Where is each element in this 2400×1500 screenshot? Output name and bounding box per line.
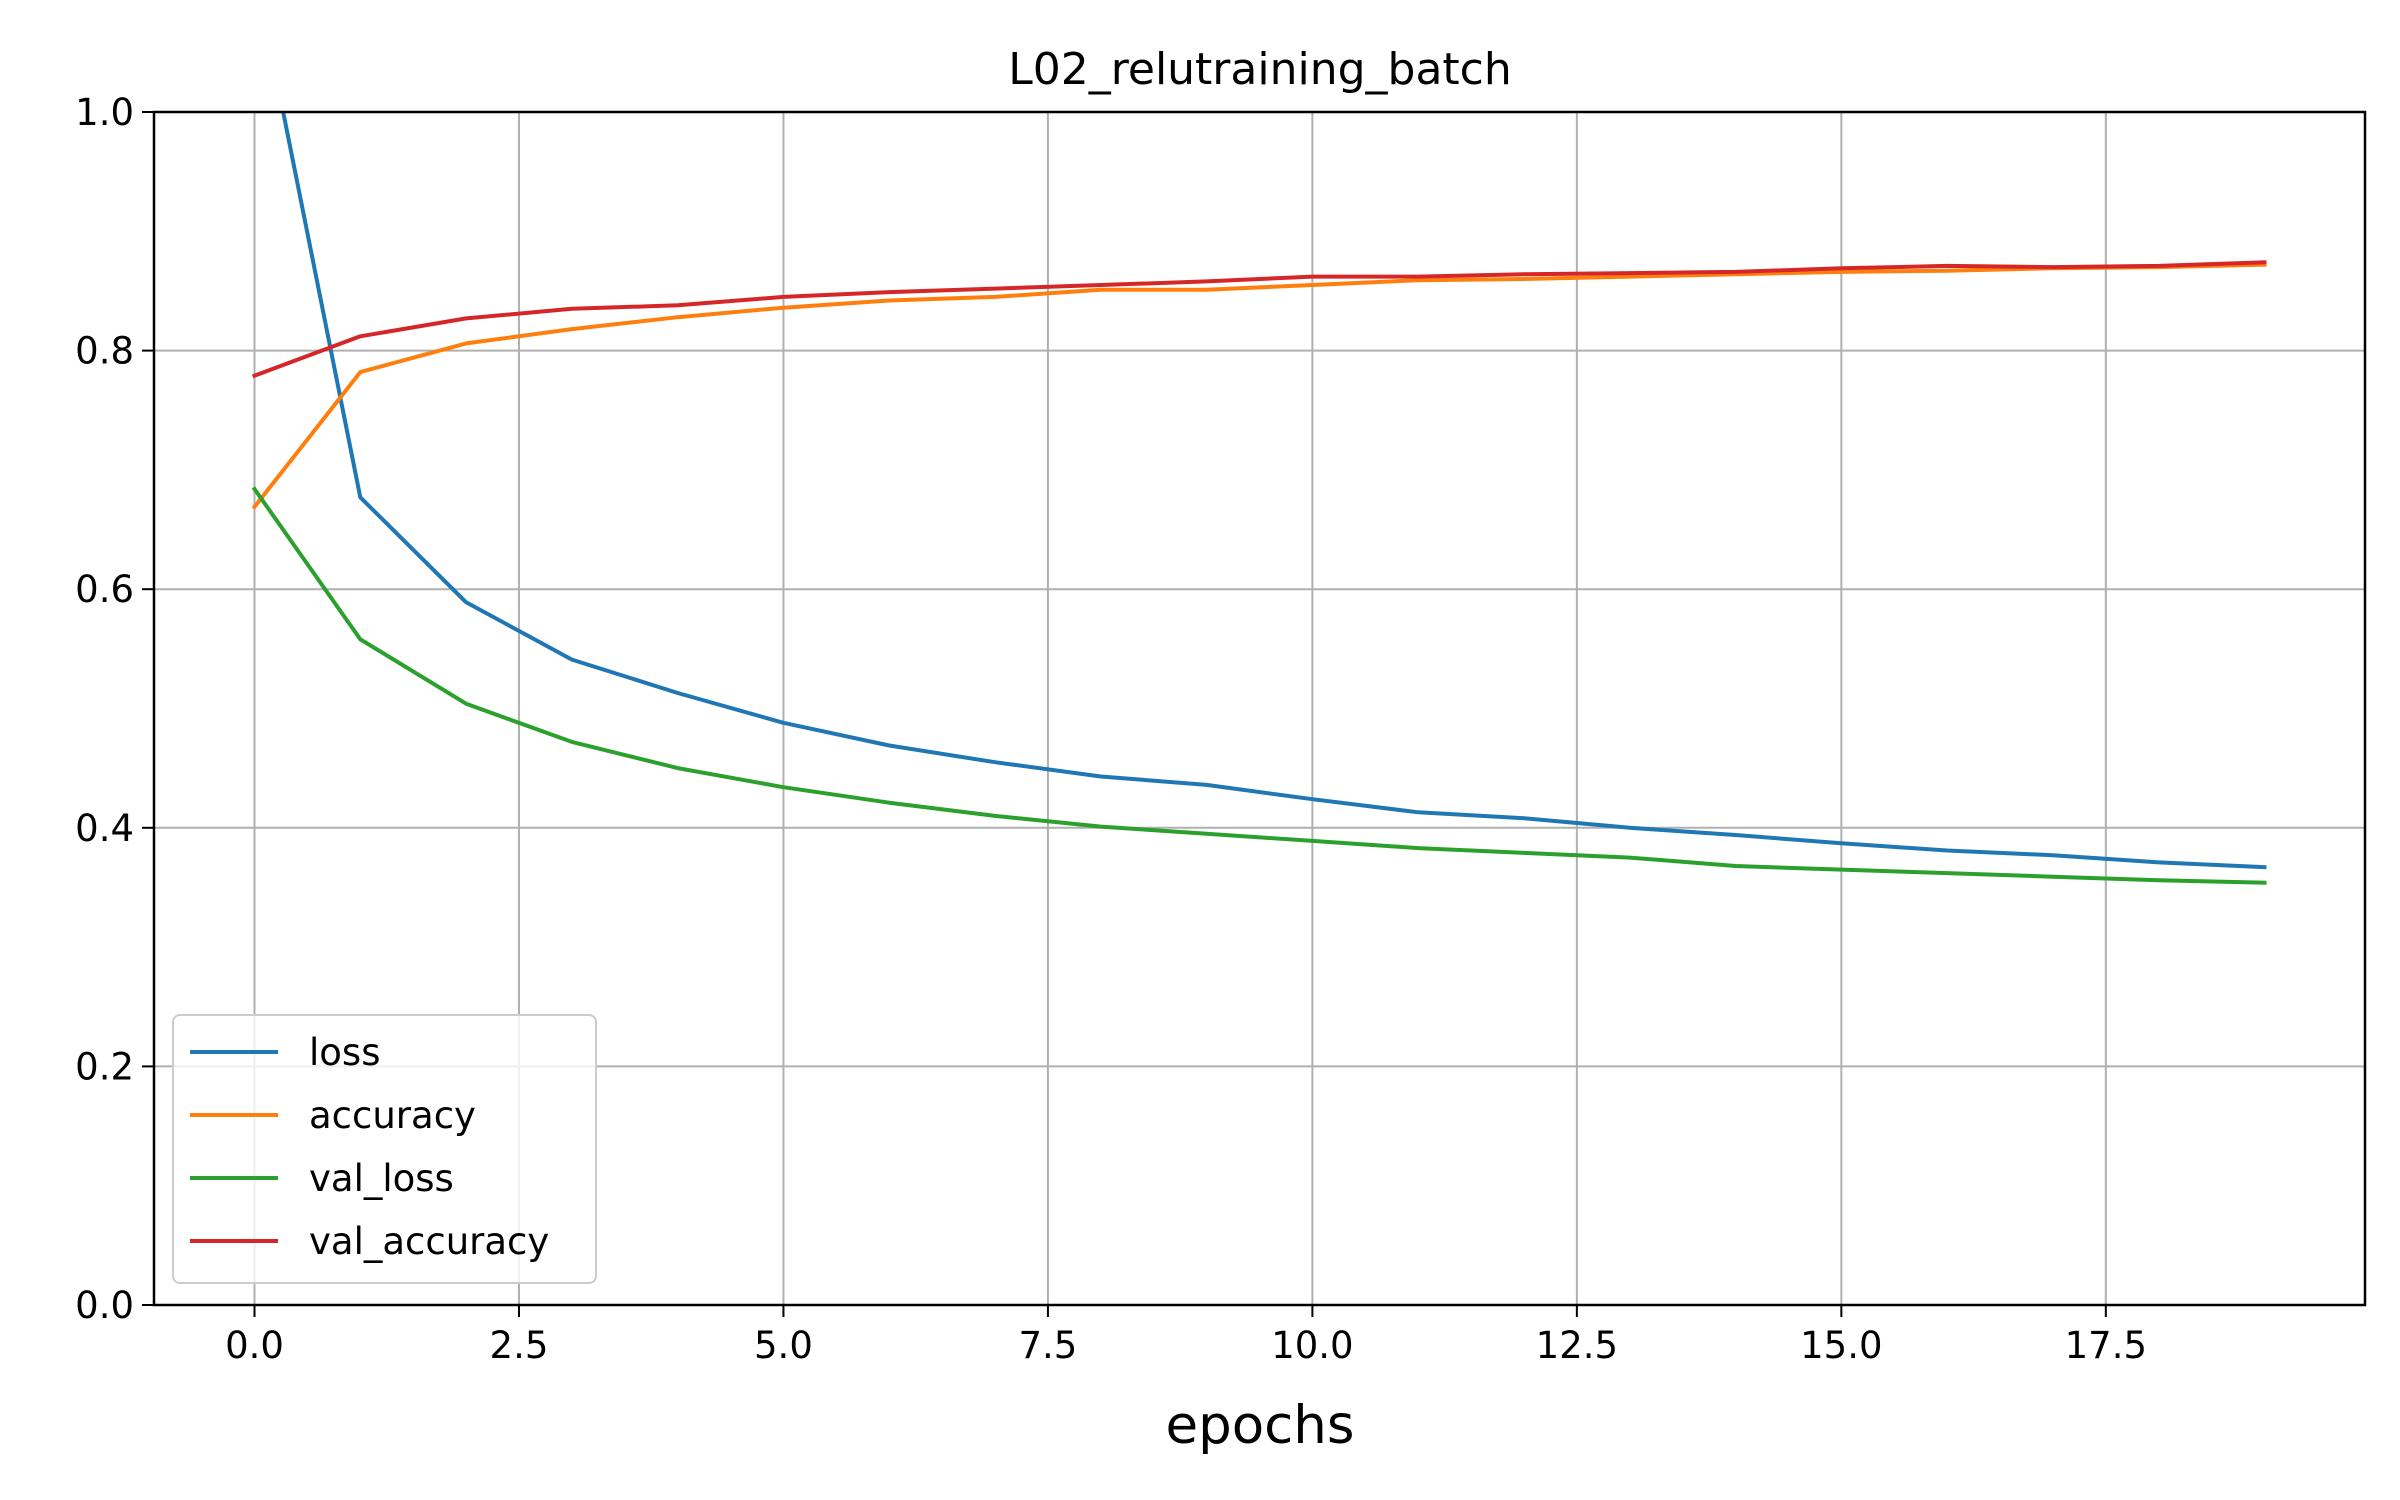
series-line-val-accuracy	[251, 260, 2267, 379]
series-line-loss	[281, 112, 2267, 870]
x-tick-label: 7.5	[1018, 1324, 1077, 1367]
x-tick-label: 2.5	[490, 1324, 549, 1367]
series-lines	[251, 112, 2267, 885]
y-tick-label: 1.0	[75, 91, 134, 134]
legend-label-accuracy: accuracy	[309, 1094, 476, 1137]
legend: loss accuracy val_loss val_accuracy	[172, 1014, 597, 1284]
y-tick-label: 0.2	[75, 1045, 134, 1088]
legend-label-val-accuracy: val_accuracy	[309, 1220, 549, 1263]
legend-label-loss: loss	[309, 1031, 380, 1074]
x-tick-label: 5.0	[754, 1324, 813, 1367]
series-line-accuracy	[251, 262, 2267, 510]
x-axis-label: epochs	[1165, 1395, 1354, 1456]
y-tick-label: 0.0	[75, 1284, 134, 1327]
y-tick-label: 0.4	[75, 807, 134, 850]
y-tick-label: 0.8	[75, 330, 134, 373]
legend-label-val-loss: val_loss	[309, 1157, 454, 1200]
axis-ticks: 0.0 2.5 5.0 7.5 10.0 12.5 15.0 17.5 0.0 0.2 0.4 0.6…	[75, 91, 2147, 1367]
x-tick-label: 0.0	[225, 1324, 284, 1367]
legend-box	[172, 1014, 597, 1284]
y-tick-label: 0.6	[75, 568, 134, 611]
plot-frame	[152, 110, 2367, 1307]
x-tick-label: 10.0	[1271, 1324, 1353, 1367]
series-line-val-loss	[251, 486, 2267, 885]
chart-title: L02_relutraining_batch	[1008, 44, 1512, 95]
x-tick-label: 17.5	[2065, 1324, 2147, 1367]
x-tick-label: 15.0	[1800, 1324, 1882, 1367]
x-tick-label: 12.5	[1536, 1324, 1618, 1367]
